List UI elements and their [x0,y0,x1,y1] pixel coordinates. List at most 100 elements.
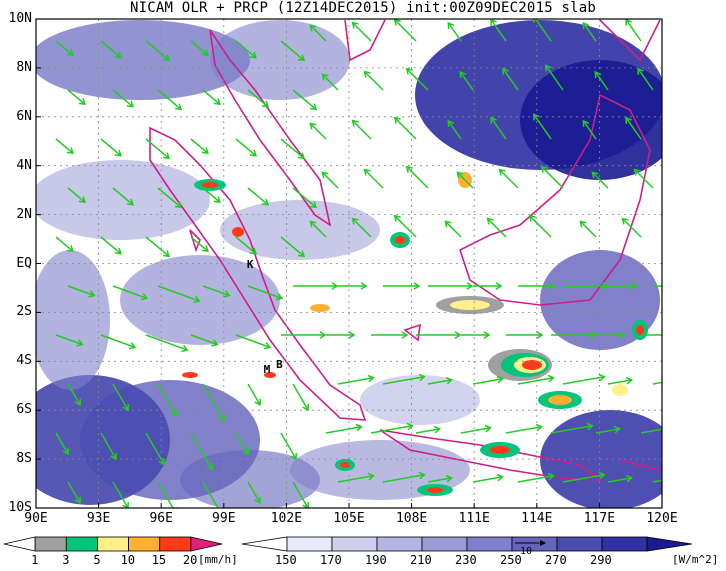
wind-vector-head [158,458,166,466]
wind-vector [625,19,642,42]
wind-vector [337,377,374,385]
graticule [36,19,662,508]
precip-unit: [mm/h] [198,553,238,566]
wind-vector [541,166,564,189]
wind-vector-head [447,119,455,128]
lon-label: 99E [212,511,236,526]
colorbar-swatch [511,536,558,552]
wind-vector [415,428,440,434]
wind-vector-head [78,196,86,204]
borneo-coast [459,93,651,306]
wind-vector [594,71,609,91]
wind-vector-head [540,165,548,173]
wind-vector-head [598,471,606,480]
wind-vector [67,481,81,504]
lon-label: 105E [333,511,365,526]
wind-vector [352,218,372,238]
colorbar-swatch [97,536,129,552]
wind-vector [562,473,605,483]
wind-vector [55,40,74,56]
colorbar-swatch [3,536,36,552]
wind-vector-head [548,282,556,290]
colorbar-tick-label: 3 [62,553,70,567]
wind-vector-head [363,168,371,176]
wind-vector-head [351,21,359,29]
wind-vector [582,120,597,140]
wind-vector [622,218,642,238]
olr-unit: [W/m^2] [672,553,719,566]
wind-vector [100,236,122,255]
wind-vector-head [213,196,221,204]
colorbar-tick-label: 210 [410,553,432,567]
wind-vector-head [309,201,318,209]
wind-vector [190,40,209,56]
wind-vector-head [582,119,590,128]
wind-vector [280,40,305,61]
wind-vector [309,24,327,42]
wind-vector-head [496,375,504,384]
wind-vector [490,117,507,140]
wind-vector [55,334,83,346]
wind-vector [352,22,372,42]
wind-vector-head [454,331,462,339]
wind-vector [364,71,384,91]
wind-vector-head [405,67,413,75]
wind-vector-head [181,344,189,353]
lon-label: 96E [149,511,173,526]
wind-vector [607,477,632,483]
wind-vector [55,432,69,455]
wind-vector-head [162,54,171,62]
wind-vector-head [418,373,426,382]
wind-vector-head [630,282,638,290]
wind-vector [447,22,462,42]
lon-label: 93E [86,511,111,526]
wind-vector-head [201,245,209,253]
wind-vector [394,117,417,140]
wind-vector [235,236,257,255]
wind-vector-head [486,217,494,225]
wind-vector-head [484,424,492,433]
wind-vector [190,334,218,346]
wind-vector [157,187,182,208]
wind-vector-head [297,250,306,258]
wind-vector [352,120,372,140]
wind-vector [550,424,593,434]
java-coast [379,429,603,481]
olr-field [36,20,662,508]
map-title: NICAM OLR + PRCP (12Z14DEC2015) init:00Z… [130,0,596,16]
wind-vector-head [66,147,74,155]
lat-label: 10S [8,500,32,515]
wind-vector-head [589,331,597,339]
wind-vector [100,40,122,59]
wind-vector [382,375,425,385]
wind-vector-head [637,67,644,75]
wind-vector-head [591,171,599,179]
colorbar-swatch [128,536,161,552]
wind-vector [157,383,177,416]
wind-vector [100,334,136,349]
wind-vector [247,481,261,504]
wind-vector [579,220,597,238]
wind-vector [406,68,429,91]
wind-vector [545,64,564,91]
wind-vector-head [297,152,306,160]
wind-vector-head [74,398,82,406]
wind-vector-head [533,19,540,23]
wind-vector [145,138,170,159]
wind-vector [502,68,519,91]
wind-vector [460,427,491,434]
small-island-1 [403,323,421,342]
colorbar-tick-label: 150 [275,553,297,567]
colorbar-swatch [556,536,603,552]
wind-vector-head [170,409,178,417]
wind-vector [157,285,200,302]
wind-vector-head [621,217,629,225]
lon-label: 90E [24,511,48,526]
wind-vector-head [401,331,409,339]
colorbar-swatch [466,536,513,552]
lon-label: 114E [521,511,553,526]
small-island-2 [189,229,201,253]
se-coast [619,459,661,471]
wind-vector [640,428,662,434]
wind-vector [55,236,74,252]
